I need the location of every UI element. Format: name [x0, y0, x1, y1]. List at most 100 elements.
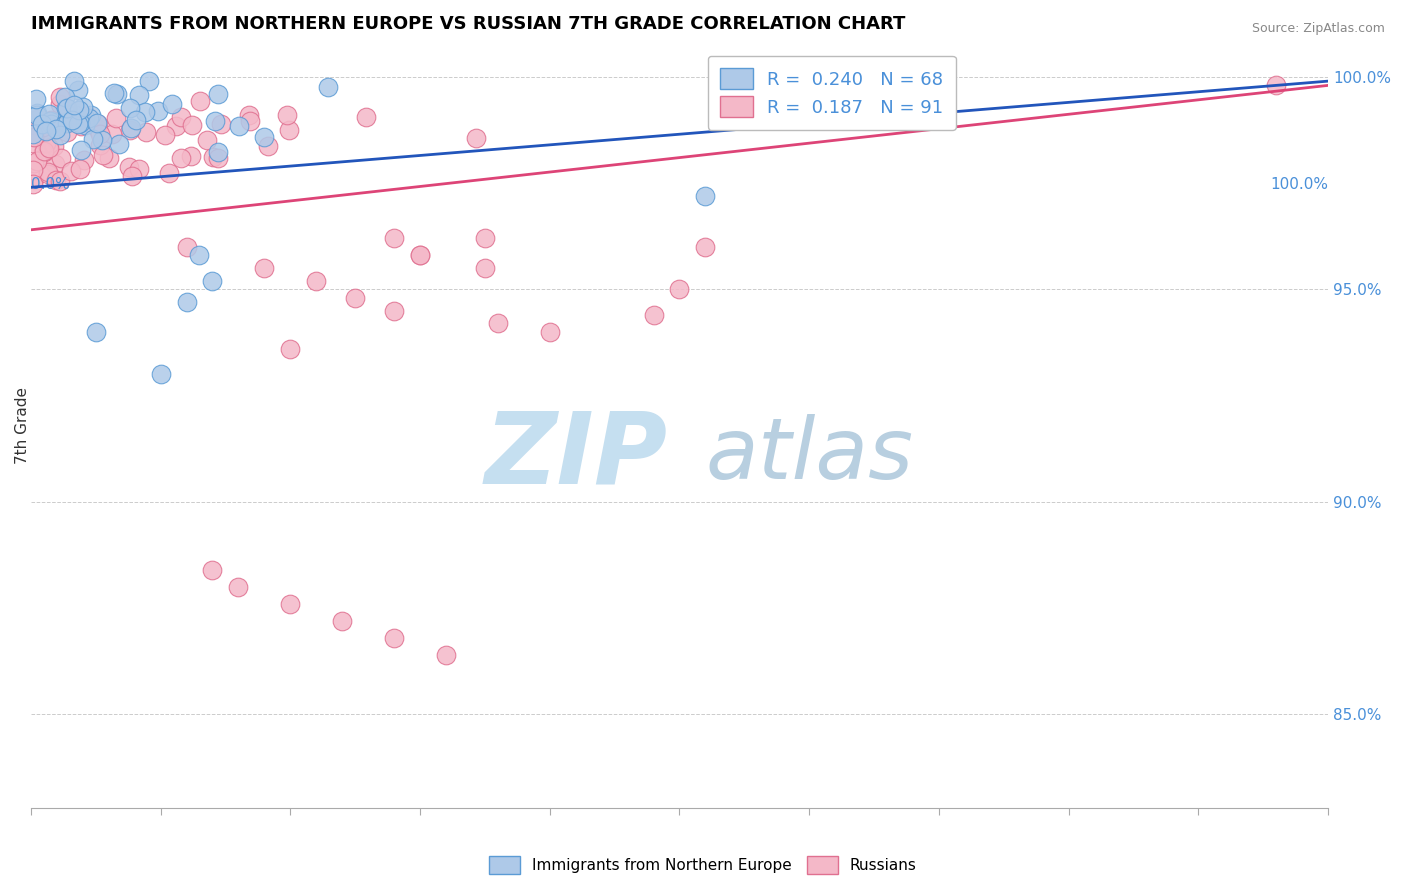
Point: [253, 261, 276, 276]
Point: [134, 105, 156, 120]
Point: [84, 325, 107, 339]
Point: [434, 648, 457, 662]
Point: [409, 248, 432, 262]
Point: [45, 122, 67, 136]
Point: [135, 125, 157, 139]
Point: [37, 167, 59, 181]
Point: [37, 139, 59, 153]
Point: [22, 130, 45, 145]
Text: IMMIGRANTS FROM NORTHERN EUROPE VS RUSSIAN 7TH GRADE CORRELATION CHART: IMMIGRANTS FROM NORTHERN EUROPE VS RUSSI…: [31, 15, 905, 33]
Point: [643, 308, 665, 322]
Point: [46, 119, 69, 133]
Point: [207, 145, 229, 159]
Point: [169, 151, 191, 165]
Point: [70, 143, 93, 157]
Point: [209, 118, 232, 132]
Point: [25, 153, 48, 168]
Point: [202, 149, 225, 163]
Point: [188, 248, 211, 262]
Point: [31, 120, 53, 134]
Point: [53, 90, 76, 104]
Point: [1265, 78, 1288, 93]
Point: [72, 100, 94, 114]
Point: [73, 118, 96, 132]
Point: [66, 83, 89, 97]
Point: [103, 87, 125, 101]
Point: [49, 174, 72, 188]
Point: [105, 111, 128, 125]
Point: [25, 108, 48, 122]
Point: [56, 114, 79, 128]
Point: [56, 125, 79, 139]
Point: [27, 112, 49, 126]
Point: [278, 342, 301, 356]
Point: [80, 108, 103, 122]
Point: [165, 119, 187, 133]
Point: [157, 166, 180, 180]
Point: [162, 97, 184, 112]
Point: [278, 123, 301, 137]
Point: [257, 139, 280, 153]
Point: [474, 261, 496, 276]
Point: [37, 165, 59, 179]
Point: [197, 133, 219, 147]
Point: [176, 295, 198, 310]
Point: [49, 128, 72, 142]
Point: [82, 132, 104, 146]
Point: [382, 303, 405, 318]
Point: [201, 563, 224, 577]
Point: [108, 136, 131, 151]
Point: [25, 92, 48, 106]
Point: [128, 161, 150, 176]
Point: [49, 97, 72, 112]
Point: [464, 131, 486, 145]
Point: [77, 111, 100, 125]
Point: [125, 113, 148, 128]
Point: [204, 113, 226, 128]
Point: [120, 123, 142, 137]
Point: [37, 121, 59, 136]
Point: [97, 151, 120, 165]
Point: [60, 112, 83, 127]
Point: [69, 116, 91, 130]
Point: [181, 118, 204, 132]
Point: [55, 101, 77, 115]
Point: [73, 111, 96, 125]
Point: [48, 89, 70, 103]
Point: [87, 121, 110, 136]
Point: [31, 117, 53, 131]
Point: [207, 87, 229, 101]
Point: [65, 108, 87, 122]
Point: [474, 231, 496, 245]
Point: [228, 119, 250, 133]
Point: [55, 116, 77, 130]
Point: [121, 169, 143, 184]
Point: [253, 130, 276, 145]
Point: [91, 148, 114, 162]
Text: ZIP: ZIP: [484, 408, 668, 504]
Point: [60, 164, 83, 178]
Point: [62, 74, 84, 88]
Text: 0.0%: 0.0%: [31, 177, 69, 192]
Point: [180, 149, 202, 163]
Point: [89, 127, 111, 141]
Point: [138, 74, 160, 88]
Point: [228, 580, 250, 594]
Point: [117, 160, 139, 174]
Point: [44, 157, 66, 171]
Point: [22, 178, 45, 192]
Point: [25, 106, 48, 120]
Point: [49, 151, 72, 165]
Point: [207, 151, 229, 165]
Point: [382, 631, 405, 645]
Point: [330, 614, 353, 628]
Point: [35, 124, 58, 138]
Point: [201, 274, 224, 288]
Point: [86, 116, 108, 130]
Point: [188, 94, 211, 108]
Point: [89, 137, 111, 152]
Point: [176, 240, 198, 254]
Point: [276, 108, 298, 122]
Point: [101, 127, 124, 141]
Point: [39, 118, 62, 132]
